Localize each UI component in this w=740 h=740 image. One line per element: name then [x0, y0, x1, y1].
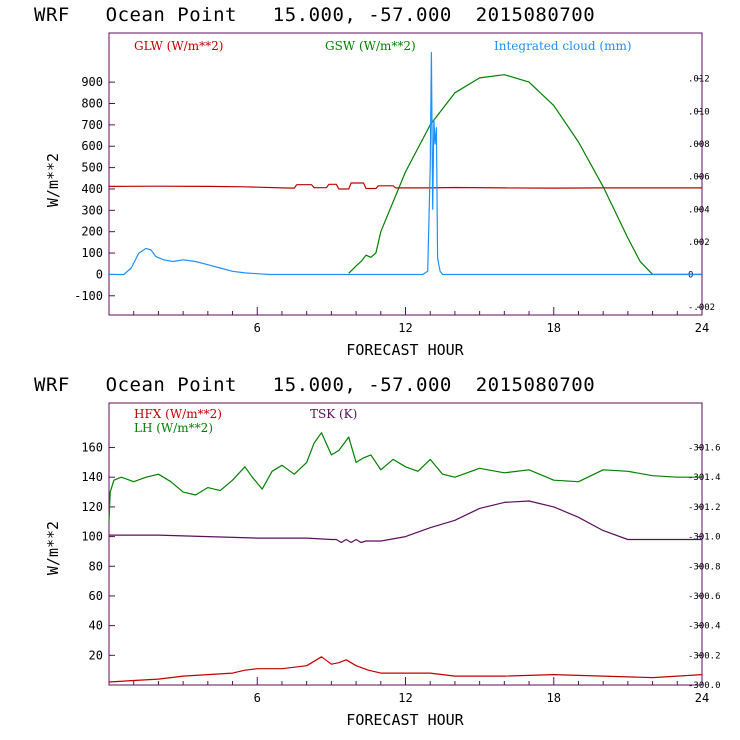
- right-tick-label: -.002: [688, 303, 715, 313]
- panel-bottom: WRF Ocean Point 15.000, -57.000 20150807…: [34, 374, 721, 729]
- series-line-gsw: [348, 74, 702, 275]
- x-tick-label: 24: [695, 321, 709, 335]
- top-x-axis-label: FORECAST HOUR: [346, 341, 464, 359]
- right-tick-label: .008: [688, 140, 710, 150]
- y-tick-label: 500: [81, 161, 103, 175]
- right-tick-label: -300.6: [688, 592, 721, 602]
- y-tick-label: 400: [81, 182, 103, 196]
- series-line-tsk: [109, 500, 702, 544]
- bottom-chart-title: WRF Ocean Point 15.000, -57.000 20150807…: [34, 374, 595, 396]
- x-tick-label: 24: [695, 691, 709, 705]
- right-tick-label: -301.6: [688, 444, 721, 454]
- top-right-axis: .012 .010 .008 .006 .004 .002 0 -.002: [688, 75, 715, 313]
- top-chart-title: WRF Ocean Point 15.000, -57.000 20150807…: [34, 4, 595, 26]
- series-line-glw: [108, 182, 702, 190]
- right-tick-label: .010: [688, 107, 710, 117]
- y-tick-label: 800: [81, 97, 103, 111]
- y-tick-label: 700: [81, 118, 103, 132]
- y-tick-label: 600: [81, 139, 103, 153]
- x-tick-label: 6: [254, 321, 261, 335]
- right-tick-label: 0: [688, 271, 693, 281]
- top-y-axis-label: W/m**2: [44, 153, 62, 207]
- top-legend-cloud: Integrated cloud (mm): [494, 39, 632, 53]
- bottom-series-lines: [108, 432, 703, 683]
- y-tick-label: 900: [81, 75, 103, 89]
- right-tick-label: -300.2: [688, 651, 721, 661]
- top-x-axis: 6 12 18 24: [133, 307, 709, 335]
- right-tick-label: -300.8: [688, 562, 721, 572]
- bottom-x-axis-label: FORECAST HOUR: [346, 711, 464, 729]
- bottom-x-axis: 6 12 18 24: [133, 677, 709, 705]
- top-legend-glw: GLW (W/m**2): [134, 39, 223, 53]
- series-line-hfx: [108, 656, 703, 683]
- right-tick-label: -301.0: [688, 533, 721, 543]
- right-tick-label: -300.4: [688, 622, 721, 632]
- y-tick-label: 100: [81, 530, 103, 544]
- series-line-lh: [108, 432, 702, 522]
- panel-top: WRF Ocean Point 15.000, -57.000 20150807…: [34, 4, 715, 359]
- right-tick-label: .002: [688, 238, 710, 248]
- bottom-legend-hfx: HFX (W/m**2): [134, 407, 222, 421]
- right-tick-label: .012: [688, 75, 710, 85]
- bottom-legend-tsk: TSK (K): [310, 407, 357, 421]
- y-tick-label: 200: [81, 225, 103, 239]
- y-tick-label: 300: [81, 203, 103, 217]
- y-tick-label: 140: [81, 470, 103, 484]
- bottom-y-axis-label: W/m**2: [44, 521, 62, 575]
- x-tick-label: 12: [398, 691, 412, 705]
- x-tick-label: 12: [398, 321, 412, 335]
- right-tick-label: .006: [688, 173, 710, 183]
- y-tick-label: 120: [81, 500, 103, 514]
- y-tick-label: 80: [89, 559, 103, 573]
- top-y-axis: 900 800 700 600 500 400 300 200 100 0 -100: [74, 75, 115, 303]
- y-tick-label: 40: [89, 619, 103, 633]
- top-plot-frame: [108, 32, 703, 316]
- y-tick-label: 20: [89, 648, 103, 662]
- right-tick-label: -300.0: [688, 681, 721, 691]
- right-tick-label: -301.4: [688, 473, 721, 483]
- right-tick-label: -301.2: [688, 503, 721, 513]
- bottom-y-axis: 160 140 120 100 80 60 40 20: [81, 441, 115, 662]
- x-tick-label: 18: [547, 691, 561, 705]
- y-tick-label: 160: [81, 441, 103, 455]
- bottom-right-axis: -301.6 -301.4 -301.2 -301.0 -300.8 -300.6 -300…: [688, 444, 721, 691]
- x-tick-label: 18: [547, 321, 561, 335]
- y-tick-label: -100: [74, 289, 103, 303]
- top-legend-gsw: GSW (W/m**2): [325, 39, 416, 53]
- series-line-integrated: [109, 51, 702, 276]
- top-series-lines: [108, 51, 702, 276]
- right-tick-label: .004: [688, 205, 710, 215]
- y-tick-label: 100: [81, 246, 103, 260]
- x-tick-label: 6: [254, 691, 261, 705]
- bottom-plot-frame: [108, 402, 703, 686]
- y-tick-label: 60: [89, 589, 103, 603]
- y-tick-label: 0: [96, 267, 103, 281]
- bottom-legend-lh: LH (W/m**2): [134, 421, 213, 435]
